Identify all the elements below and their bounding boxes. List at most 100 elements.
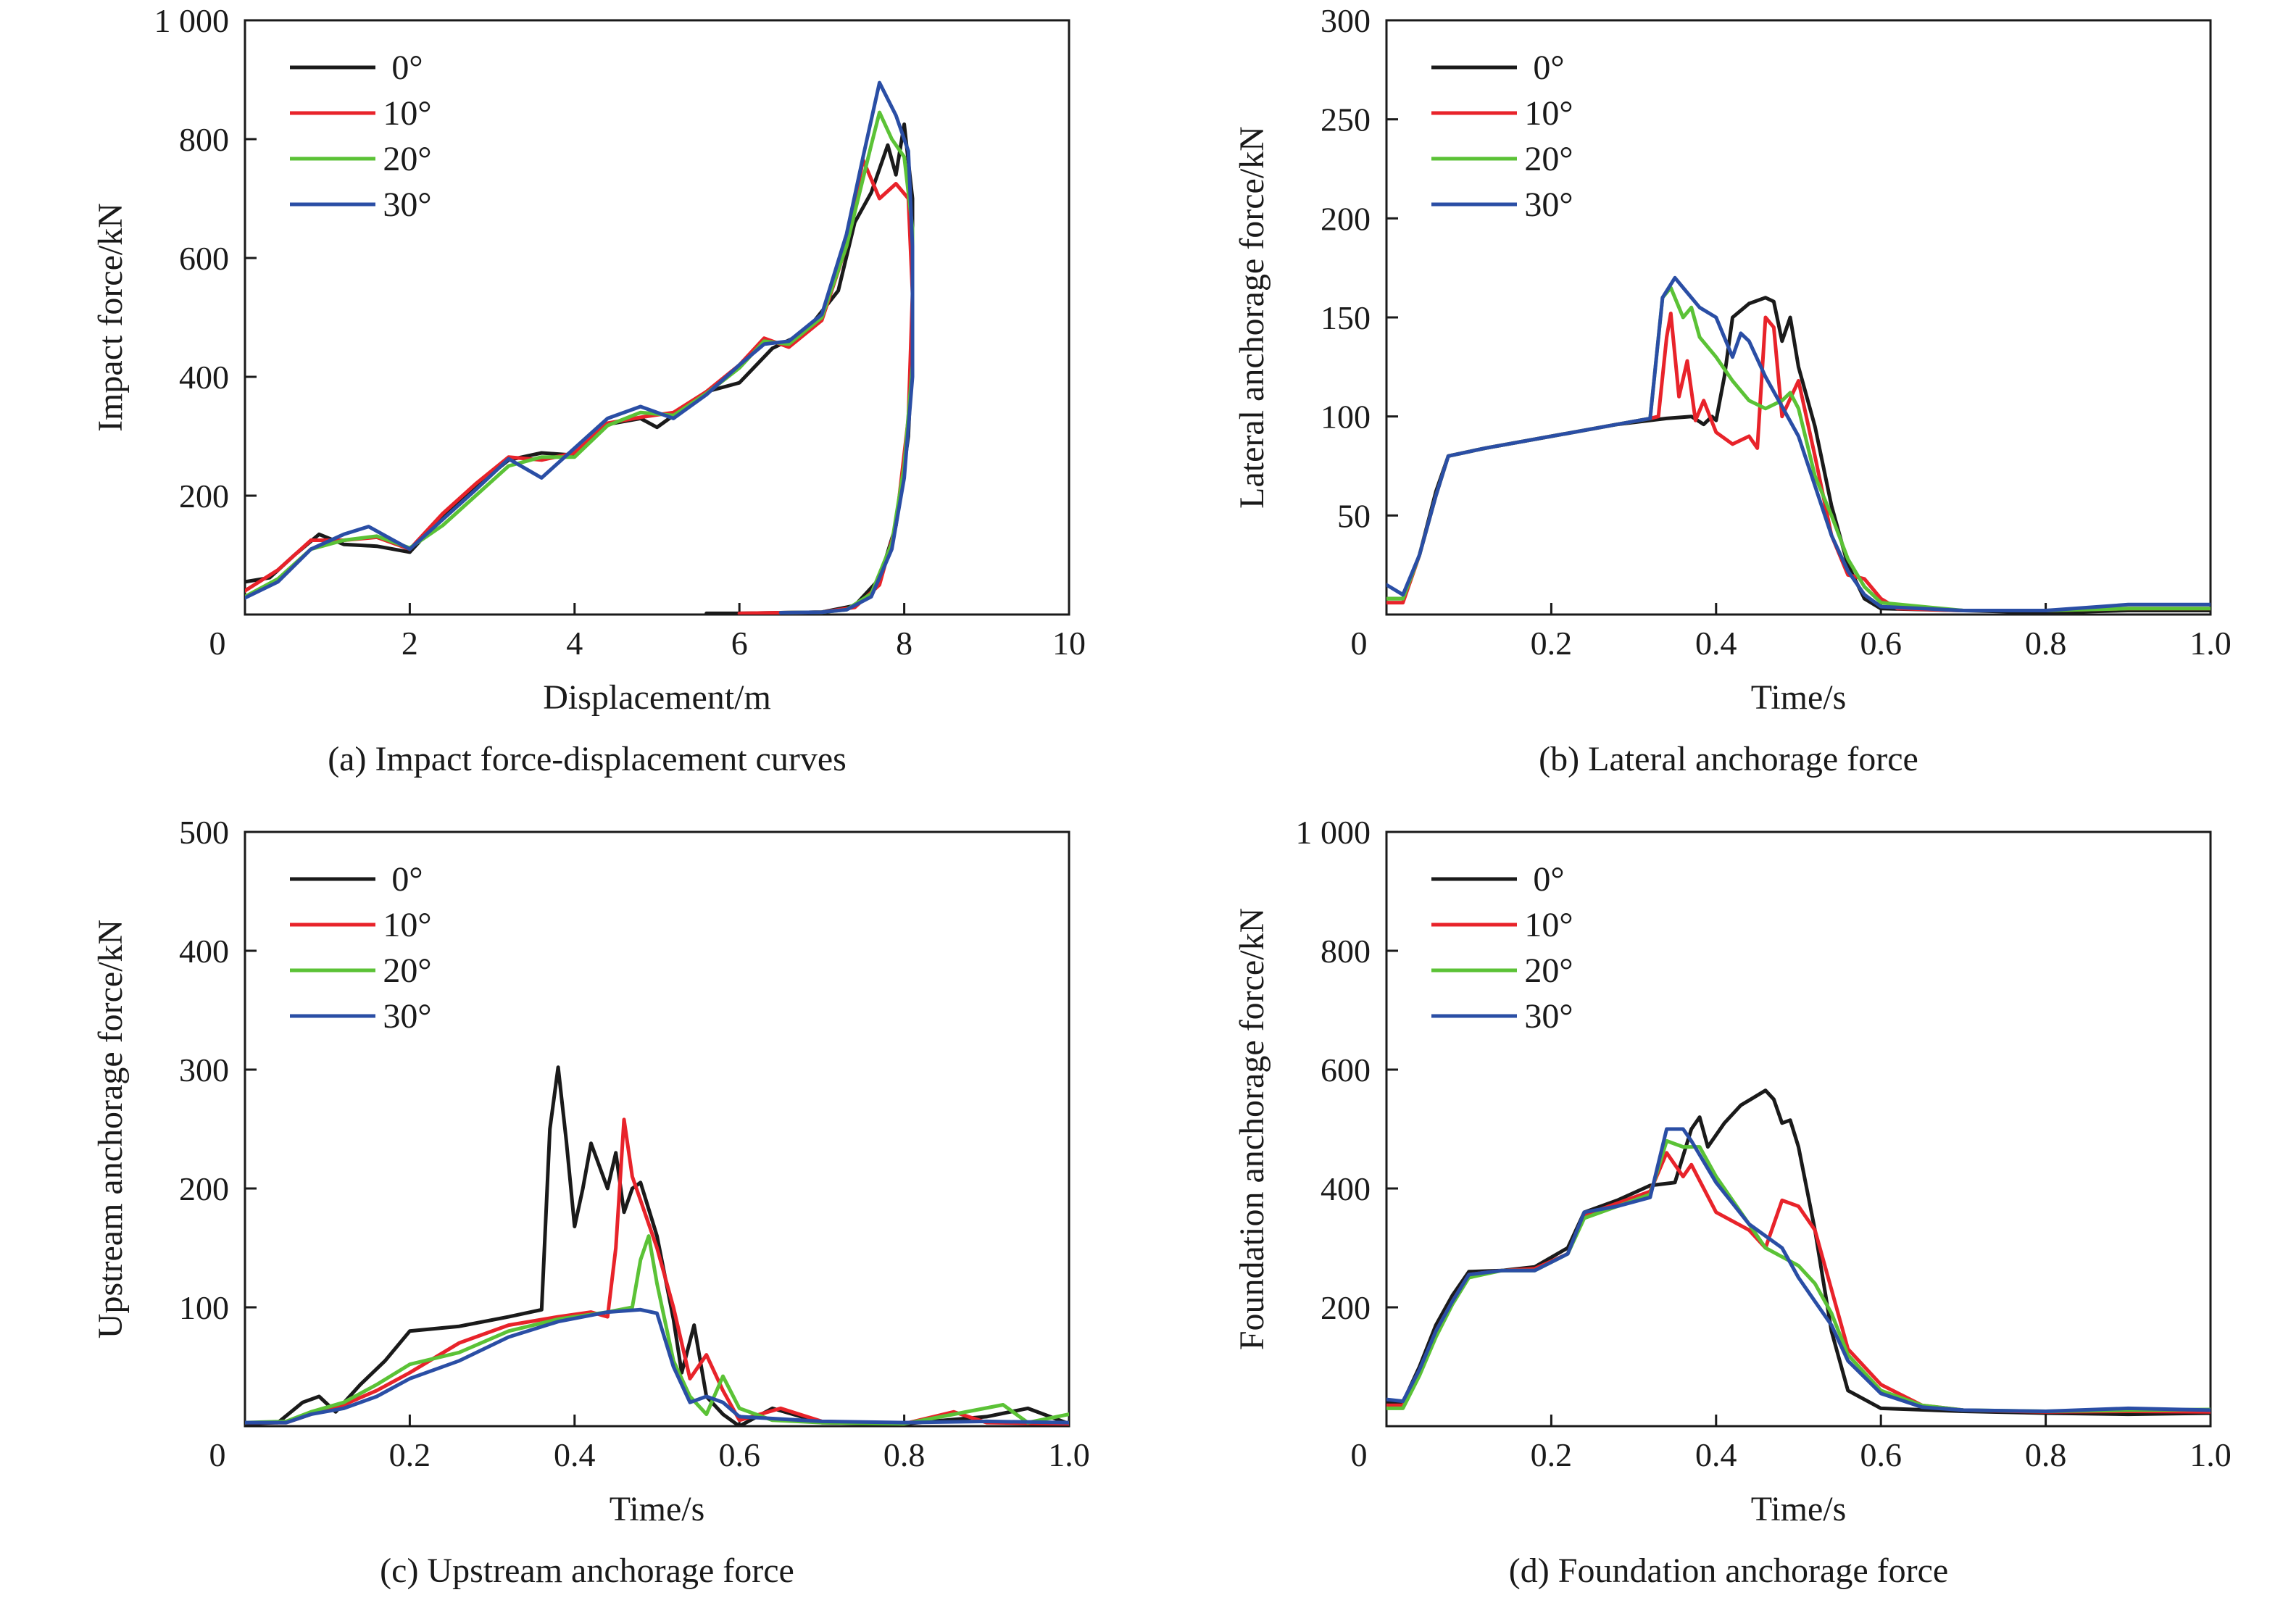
chart-svg-c: 0 0.2 0.4 0.6 0.8 1.0 100 200 300 400 500 Time/s Ups… (91, 814, 1090, 1590)
x-tick-label: 1.0 (2190, 1436, 2232, 1473)
y-axis-title: Foundation anchorage force/kN (1233, 908, 1271, 1350)
plot-area-frame (244, 19, 1070, 616)
legend-label: 0° (391, 49, 423, 87)
panel-a: 0 2 4 6 8 10 200 400 600 800 1 000 Displacement/m Im… (0, 0, 1142, 812)
legend-label: 20° (1524, 952, 1573, 990)
series-line-0deg (1386, 296, 2211, 615)
y-tick-label: 400 (1321, 1170, 1371, 1207)
y-tick-label: 600 (1321, 1052, 1371, 1088)
panel-d: 0 0.2 0.4 0.6 0.8 1.0 200 400 600 800 1 000 Time/s F… (1142, 812, 2283, 1624)
legend-label: 30° (1524, 186, 1573, 224)
x-tick-label: 0.4 (1695, 1436, 1737, 1473)
chart-svg-a: 0 2 4 6 8 10 200 400 600 800 1 000 Displacement/m Im… (91, 2, 1086, 778)
legend-label: 0° (391, 860, 423, 899)
y-tick-label: 150 (1321, 299, 1371, 336)
x-axis-title: Displacement/m (543, 678, 771, 717)
panel-caption: (d) Foundation anchorage force (1509, 1552, 1948, 1590)
x-axis-title: Time/s (1751, 678, 1847, 717)
chart-svg-d: 0 0.2 0.4 0.6 0.8 1.0 200 400 600 800 1 000 Time/s F… (1233, 814, 2232, 1590)
y-tick-label: 50 (1337, 497, 1371, 534)
legend-label: 10° (1524, 906, 1573, 944)
x-tick-label: 1.0 (2190, 625, 2232, 662)
y-tick-label: 400 (179, 933, 229, 970)
legend-label: 20° (1524, 140, 1573, 178)
series-line-30deg (1386, 275, 2211, 612)
legend-label: 30° (1524, 997, 1573, 1036)
x-tick-label: 0.8 (883, 1436, 926, 1473)
x-tick-label: 0.6 (718, 1436, 760, 1473)
y-tick-label: 100 (1321, 399, 1371, 436)
plot-area-frame (1385, 830, 2212, 1428)
panel-b: 0 0.2 0.4 0.6 0.8 1.0 50 100 150 200 250 300 Time/s L… (1142, 0, 2283, 812)
x-axis-title: Time/s (1751, 1490, 1847, 1528)
series-line-10deg (245, 1117, 1069, 1426)
plot-area-frame (1385, 19, 2212, 616)
y-tick-label: 250 (1321, 101, 1371, 138)
y-tick-label: 800 (1321, 933, 1371, 970)
series-line-0deg (245, 1065, 1069, 1426)
series-line-30deg (1386, 1127, 2211, 1413)
plot-area-frame (244, 830, 1070, 1428)
legend-label: 0° (1533, 860, 1564, 899)
series-group (245, 1065, 1069, 1426)
y-tick-label: 200 (179, 1170, 229, 1207)
chart-svg-b: 0 0.2 0.4 0.6 0.8 1.0 50 100 150 200 250 300 Time/s L… (1233, 2, 2232, 778)
series-group (245, 80, 915, 615)
x-tick-label: 10 (1052, 625, 1086, 662)
x-tick-label: 0.2 (1531, 1436, 1573, 1473)
x-tick-label: 1.0 (1048, 1436, 1090, 1473)
series-group (1386, 275, 2211, 615)
series-line-10deg (1386, 1151, 2211, 1414)
y-tick-label: 500 (179, 814, 229, 851)
legend-label: 20° (383, 952, 431, 990)
x-tick-label: 0.6 (1860, 1436, 1902, 1473)
series-line-0deg (1386, 1088, 2211, 1417)
series-line-20deg (1386, 286, 2211, 612)
x-tick-label: 0.6 (1860, 625, 1902, 662)
x-axis-title: Time/s (610, 1490, 705, 1528)
series-line-30deg (245, 80, 915, 615)
y-tick-label: 600 (179, 240, 229, 277)
y-axis-title: Lateral anchorage force/kN (1233, 126, 1271, 509)
legend-label: 30° (383, 997, 431, 1036)
x-tick-label: 0.2 (1531, 625, 1573, 662)
x-tick-label: 0.4 (554, 1436, 596, 1473)
panel-caption: (b) Lateral anchorage force (1539, 740, 1918, 778)
panel-c: 0 0.2 0.4 0.6 0.8 1.0 100 200 300 400 500 Time/s Ups… (0, 812, 1142, 1624)
series-line-30deg (245, 1307, 1069, 1425)
legend-label: 0° (1533, 49, 1564, 87)
origin-tick-label: 0 (1351, 1436, 1368, 1473)
legend-label: 20° (383, 140, 431, 178)
y-tick-label: 200 (1321, 200, 1371, 237)
series-line-20deg (245, 110, 915, 615)
legend-label: 10° (383, 94, 431, 133)
y-axis-title: Impact force/kN (91, 203, 130, 432)
y-axis-title: Upstream anchorage force/kN (91, 920, 130, 1338)
legend-label: 30° (383, 186, 431, 224)
x-tick-label: 0.8 (2025, 1436, 2067, 1473)
x-tick-label: 0.8 (2025, 625, 2067, 662)
y-tick-label: 1 000 (154, 2, 230, 39)
x-tick-label: 2 (402, 625, 418, 662)
origin-tick-label: 0 (209, 625, 226, 662)
y-tick-label: 200 (179, 478, 229, 515)
x-tick-label: 6 (731, 625, 748, 662)
panel-caption: (c) Upstream anchorage force (380, 1552, 794, 1590)
x-tick-label: 0.2 (389, 1436, 431, 1473)
y-tick-label: 100 (179, 1289, 229, 1326)
y-tick-label: 300 (179, 1052, 229, 1088)
y-tick-label: 800 (179, 121, 229, 158)
origin-tick-label: 0 (1351, 625, 1368, 662)
x-tick-label: 4 (566, 625, 583, 662)
panel-caption: (a) Impact force-displacement curves (328, 740, 847, 778)
x-tick-label: 0.4 (1695, 625, 1737, 662)
y-tick-label: 400 (179, 359, 229, 396)
y-tick-label: 200 (1321, 1289, 1371, 1326)
y-tick-label: 1 000 (1296, 814, 1371, 851)
origin-tick-label: 0 (209, 1436, 226, 1473)
y-tick-label: 300 (1321, 2, 1371, 39)
legend-label: 10° (383, 906, 431, 944)
series-group (1386, 1088, 2211, 1417)
legend-label: 10° (1524, 94, 1573, 133)
x-tick-label: 8 (896, 625, 912, 662)
